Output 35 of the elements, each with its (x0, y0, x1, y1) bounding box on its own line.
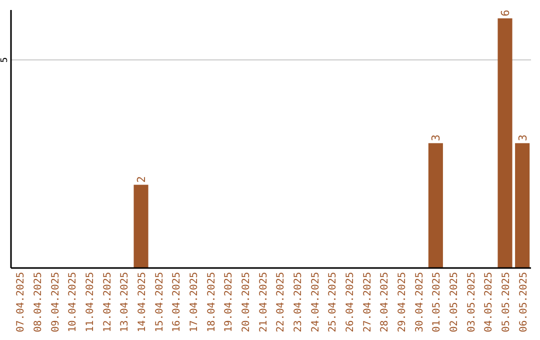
x-tick-label: 04.05.2025 (484, 272, 495, 332)
x-tick-label: 14.04.2025 (137, 272, 148, 332)
x-tick-label: 19.04.2025 (224, 272, 235, 332)
x-tick-label: 27.04.2025 (362, 272, 374, 332)
x-tick-label: 08.04.2025 (33, 272, 44, 332)
x-tick-label: 06.05.2025 (518, 272, 530, 332)
x-tick-label: 30.04.2025 (414, 272, 426, 332)
x-tick-label: 05.05.2025 (501, 272, 512, 332)
x-tick-label: 16.04.2025 (172, 272, 183, 332)
x-tick-label: 01.05.2025 (432, 272, 443, 332)
data-label: 2 (135, 176, 148, 183)
x-tick-label: 20.04.2025 (241, 272, 252, 332)
x-tick-label: 25.04.2025 (328, 272, 339, 332)
x-tick-label: 02.05.2025 (449, 272, 460, 332)
x-tick-label: 28.04.2025 (380, 272, 391, 332)
x-tick-label: 15.04.2025 (154, 272, 166, 332)
x-tick-label: 21.04.2025 (258, 272, 270, 332)
x-tick-label: 03.05.2025 (466, 272, 478, 332)
x-tick-label: 07.04.2025 (16, 272, 27, 332)
x-tick-label: 10.04.2025 (68, 272, 79, 332)
x-tick-label: 26.04.2025 (345, 272, 356, 332)
x-tick-label: 18.04.2025 (206, 272, 218, 332)
y-tick-label: 5 (0, 57, 10, 63)
x-tick-label: 17.04.2025 (189, 272, 200, 332)
x-tick-label: 22.04.2025 (276, 272, 287, 332)
x-tick-label: 12.04.2025 (102, 272, 114, 332)
x-tick-label: 29.04.2025 (397, 272, 408, 332)
x-tick-label: 24.04.2025 (310, 272, 322, 332)
x-tick-label: 11.04.2025 (85, 272, 96, 332)
data-label: 3 (516, 134, 530, 142)
data-label: 3 (430, 134, 443, 142)
data-label: 6 (499, 10, 512, 16)
x-tick-label: 23.04.2025 (293, 272, 304, 332)
x-tick-label: 13.04.2025 (120, 272, 131, 332)
x-tick-label: 09.04.2025 (50, 272, 62, 332)
